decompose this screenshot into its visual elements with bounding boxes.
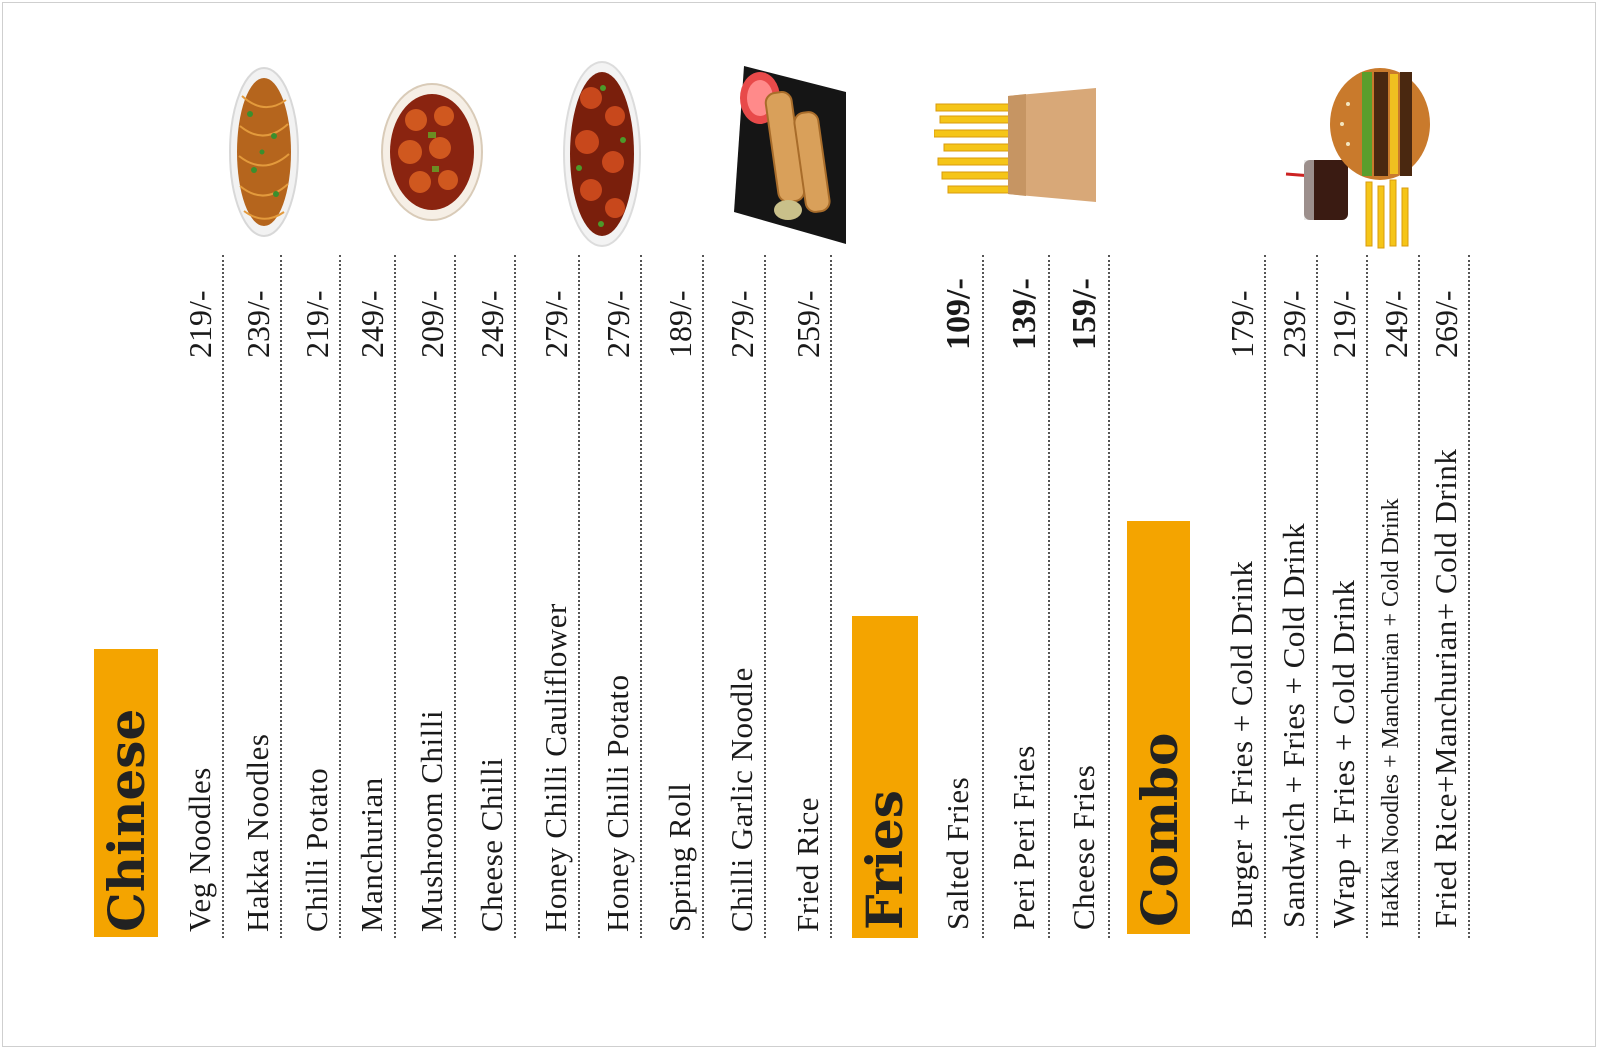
spring-roll-plate-icon <box>734 66 846 244</box>
chinese-item-name: Cheese Chilli <box>474 757 509 932</box>
combo-menu-row <box>1322 255 1378 938</box>
fries-item-name: Cheese Fries <box>1066 764 1101 930</box>
combo-item-name: Sandwich + Fries + Cold Drink <box>1276 522 1311 928</box>
chinese-item-name: Veg Noodles <box>182 767 217 932</box>
chinese-item-name: Spring Roll <box>662 782 697 932</box>
chinese-menu-row <box>236 255 292 938</box>
chinese-item-price: 249/- <box>354 290 390 358</box>
chinese-item-price: 279/- <box>538 290 574 358</box>
combo-item-name: Wrap + Fries + Cold Drink <box>1326 579 1361 928</box>
dotted-leader <box>514 255 516 938</box>
chinese-menu-row <box>350 255 406 938</box>
combo-menu-row <box>1374 255 1430 938</box>
fries-item-name: Salted Fries <box>940 776 975 930</box>
chinese-item-price: 189/- <box>662 290 698 358</box>
dotted-leader <box>702 255 704 938</box>
combo-item-name: HaKka Noodles + Manchurian + Cold Drink <box>1378 498 1404 928</box>
chinese-menu-row <box>596 255 652 938</box>
chinese-header <box>94 649 158 937</box>
chinese-menu-row <box>720 255 776 938</box>
combo-item-price: 269/- <box>1428 290 1464 358</box>
combo-item-price: 239/- <box>1276 290 1312 358</box>
combo-menu-row <box>1220 255 1276 938</box>
dotted-leader <box>1366 255 1368 938</box>
chinese-item-name: Honey Chilli Cauliflower <box>538 603 573 932</box>
dotted-leader <box>1316 255 1318 938</box>
manchurian-bowl-icon <box>381 83 483 221</box>
fries-menu-row <box>936 255 992 938</box>
fries-item-price: 159/- <box>1066 278 1103 350</box>
chinese-menu-row <box>410 255 466 938</box>
burger-combo-icon <box>1285 68 1430 249</box>
combo-item-price: 179/- <box>1224 290 1260 358</box>
dotted-leader <box>982 255 984 938</box>
chilli-bowl-icon <box>563 61 641 247</box>
dotted-leader <box>1264 255 1266 938</box>
chinese-item-price: 249/- <box>474 290 510 358</box>
chinese-menu-row <box>786 255 842 938</box>
dotted-leader <box>578 255 580 938</box>
chinese-item-name: Fried Rice <box>790 797 825 932</box>
chinese-title: Chinese <box>97 708 156 932</box>
combo-item-name: Burger + Fries + Cold Drink <box>1224 560 1259 928</box>
chinese-item-name: Manchurian <box>354 777 389 932</box>
fries-menu-row <box>1002 255 1058 938</box>
noodles-plate-icon <box>229 67 299 237</box>
fries-menu-row <box>1062 255 1118 938</box>
dotted-leader <box>1048 255 1050 938</box>
chinese-item-price: 259/- <box>790 290 826 358</box>
combo-title: Combo <box>1130 732 1189 927</box>
chinese-item-price: 279/- <box>724 290 760 358</box>
chinese-item-name: Hakka Noodles <box>240 733 275 932</box>
combo-header <box>1127 521 1190 934</box>
fries-item-price: 139/- <box>1006 278 1043 350</box>
chinese-menu-row <box>470 255 526 938</box>
chinese-menu-row <box>178 255 234 938</box>
fries-cup-icon <box>934 88 1096 202</box>
dotted-leader <box>280 255 282 938</box>
fries-header <box>852 616 918 938</box>
chinese-item-name: Chilli Garlic Noodle <box>724 667 759 932</box>
dotted-leader <box>1418 255 1420 938</box>
chinese-item-price: 219/- <box>182 290 218 358</box>
chinese-menu-row <box>658 255 714 938</box>
chinese-item-name: Honey Chilli Potato <box>600 674 635 933</box>
dotted-leader <box>764 255 766 938</box>
chinese-item-price: 239/- <box>240 290 276 358</box>
dotted-leader <box>830 255 832 938</box>
dotted-leader <box>1468 255 1470 938</box>
chinese-item-name: Mushroom Chilli <box>414 710 449 932</box>
chinese-menu-row <box>295 255 351 938</box>
dotted-leader <box>1108 255 1110 938</box>
combo-item-price: 249/- <box>1378 290 1414 358</box>
dotted-leader <box>222 255 224 938</box>
dotted-leader <box>394 255 396 938</box>
dotted-leader <box>640 255 642 938</box>
fries-item-name: Peri Peri Fries <box>1006 745 1041 930</box>
fries-item-price: 109/- <box>940 278 977 350</box>
combo-item-name: Fried Rice+Manchurian+ Cold Drink <box>1428 448 1463 928</box>
chinese-item-price: 219/- <box>299 290 335 358</box>
fries-title: Fries <box>855 790 914 930</box>
combo-menu-row <box>1272 255 1328 938</box>
chinese-item-name: Chilli Potato <box>299 767 334 932</box>
combo-menu-row <box>1424 255 1480 938</box>
combo-item-price: 219/- <box>1326 290 1362 358</box>
chinese-menu-row <box>534 255 590 938</box>
chinese-item-price: 279/- <box>600 290 636 358</box>
chinese-item-price: 209/- <box>414 290 450 358</box>
dotted-leader <box>454 255 456 938</box>
dotted-leader <box>339 255 341 938</box>
